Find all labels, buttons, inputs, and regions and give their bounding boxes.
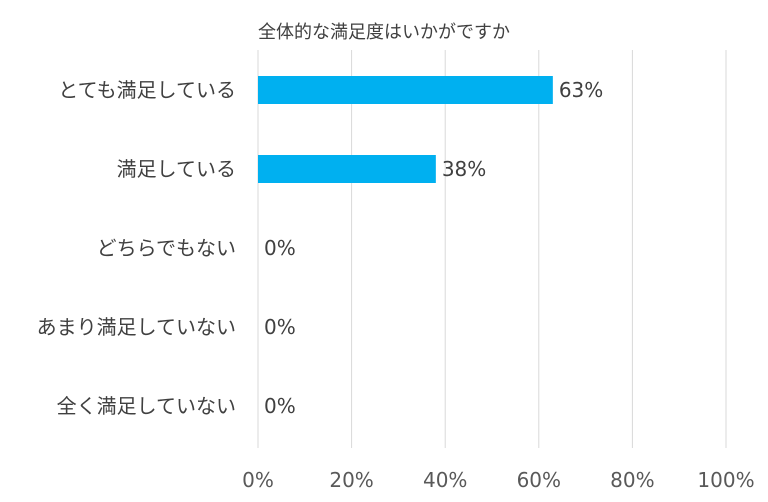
data-label: 0% <box>264 394 296 418</box>
category-label: どちらでもない <box>97 236 236 260</box>
category-label: とても満足している <box>58 78 236 102</box>
x-tick-label: 60% <box>517 468 561 492</box>
data-label: 0% <box>264 236 296 260</box>
x-tick-label: 100% <box>697 468 754 492</box>
bar <box>258 76 553 104</box>
category-label: 全く満足していない <box>57 394 236 418</box>
category-label: 満足している <box>117 157 236 181</box>
chart-title: 全体的な満足度はいかがですか <box>258 22 510 43</box>
x-tick-label: 40% <box>423 468 467 492</box>
labels: 0% 20% 40% 60% 80% 100% とても満足している 63% 満足している 38% ど… <box>37 78 755 492</box>
data-label: 63% <box>559 78 603 102</box>
bar <box>258 155 436 183</box>
bars <box>258 76 553 183</box>
x-tick-label: 20% <box>329 468 373 492</box>
x-tick-label: 0% <box>242 468 274 492</box>
gridlines <box>257 50 727 448</box>
category-label: あまり満足していない <box>37 315 236 339</box>
data-label: 38% <box>442 157 486 181</box>
data-label: 0% <box>264 315 296 339</box>
x-tick-label: 80% <box>610 468 654 492</box>
